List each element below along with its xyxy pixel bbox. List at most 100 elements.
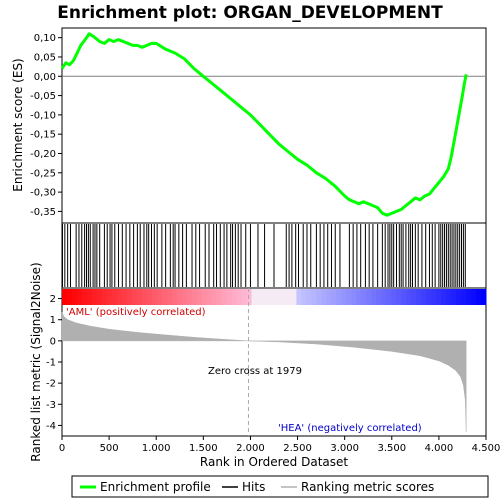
rank-color-strip	[66, 289, 73, 305]
x-tick-label: 1.500	[189, 443, 218, 454]
rank-color-strip	[166, 289, 173, 305]
rank-color-strip	[361, 289, 367, 305]
rank-color-strip	[446, 289, 452, 305]
metric-y-tick-label: 2	[50, 294, 56, 305]
rank-color-strip	[401, 289, 407, 305]
es-y-tick-label: -0,05	[30, 91, 56, 102]
rank-color-strip	[241, 289, 248, 305]
hea-label: 'HEA' (negatively correlated)	[278, 423, 422, 434]
rank-color-strip	[161, 289, 168, 305]
rank-color-strip	[201, 289, 208, 305]
chart-title: Enrichment plot: ORGAN_DEVELOPMENT	[57, 3, 443, 23]
rank-color-strip	[211, 289, 218, 305]
rank-color-strip	[356, 289, 362, 305]
rank-color-strip	[76, 289, 83, 305]
rank-color-strip	[426, 289, 432, 305]
rank-color-strip	[266, 289, 273, 305]
aml-label: 'AML' (positively correlated)	[66, 307, 206, 318]
rank-color-strip	[331, 289, 337, 305]
rank-color-strip	[406, 289, 412, 305]
rank-color-strip	[276, 289, 282, 305]
x-axis-title: Rank in Ordered Dataset	[200, 455, 348, 469]
x-tick-label: 1.000	[142, 443, 171, 454]
es-y-tick-label: 0,10	[34, 33, 56, 44]
metric-y-tick-label: -4	[46, 421, 56, 432]
rank-color-strip	[171, 289, 178, 305]
rank-color-strip	[62, 289, 68, 305]
es-axis-title: Enrichment score (ES)	[11, 58, 25, 191]
es-y-tick-label: 0,05	[34, 52, 56, 63]
rank-color-strip	[216, 289, 223, 305]
rank-color-strip	[71, 289, 78, 305]
metric-y-tick-label: 1	[50, 315, 56, 326]
hits-layer	[61, 224, 487, 305]
rank-color-strip	[126, 289, 133, 305]
es-panel-frame	[61, 27, 487, 224]
rank-color-strip	[181, 289, 188, 305]
es-y-tick-label: -0,30	[30, 188, 56, 199]
rank-color-strip	[481, 289, 487, 305]
metric-axis-title: Ranked list metric (Signal2Noise)	[29, 262, 43, 461]
legend-label-metric: Ranking metric scores	[301, 480, 434, 494]
rank-color-strip	[341, 289, 347, 305]
rank-color-strip	[396, 289, 402, 305]
es-y-tick-label: -0,15	[30, 130, 56, 141]
metric-layer: 2 1 0 -1 -2 -3 -4	[46, 288, 467, 436]
rank-color-strip	[251, 289, 258, 305]
rank-color-strip	[226, 289, 233, 305]
es-layer: 0,10 0,05 0,00 -0,05 -0,10 -0,15 -0,20 -0,25 -0,…	[30, 32, 486, 218]
rank-color-strip	[136, 289, 143, 305]
rank-color-strip	[236, 289, 243, 305]
x-tick-label: 2.500	[283, 443, 312, 454]
es-y-tick-label: -0,35	[30, 207, 56, 218]
legend-label-enrichment: Enrichment profile	[100, 480, 211, 494]
es-y-tick-label: -0,25	[30, 168, 56, 179]
rank-color-strip	[121, 289, 128, 305]
rank-color-strip	[436, 289, 442, 305]
metric-y-tick-label: -3	[46, 400, 56, 411]
es-y-tick-label: -0,20	[30, 149, 56, 160]
rank-color-strip	[306, 289, 312, 305]
es-y-tick-label: -0,10	[30, 110, 56, 121]
x-tick-label: 4.500	[472, 443, 500, 454]
x-tick-label: 3.000	[330, 443, 359, 454]
rank-color-strip	[151, 289, 158, 305]
x-tick-label: 4.000	[425, 443, 454, 454]
legend-box	[71, 475, 489, 498]
rank-color-strip	[261, 289, 268, 305]
rank-color-strip	[116, 289, 123, 305]
x-tick-label: 3.500	[377, 443, 406, 454]
rank-color-strip	[441, 289, 447, 305]
rank-color-strip	[311, 289, 317, 305]
rank-color-strip	[296, 289, 302, 305]
rank-color-strip	[146, 289, 153, 305]
es-y-tick-label: 0,00	[34, 72, 56, 83]
rank-color-strip	[461, 289, 467, 305]
legend-label-hits: Hits	[242, 480, 265, 494]
rank-color-strip	[376, 289, 382, 305]
rank-color-strip	[186, 289, 193, 305]
rank-color-strip	[431, 289, 437, 305]
metric-y-tick-label: -2	[46, 379, 56, 390]
rank-color-strip	[411, 289, 417, 305]
rank-color-strip	[386, 289, 392, 305]
rank-color-strip	[416, 289, 422, 305]
x-tick-label: 2.000	[236, 443, 265, 454]
metric-y-tick-label: -1	[46, 358, 56, 369]
zero-cross-label: Zero cross at 1979	[208, 366, 302, 377]
rank-color-strip	[231, 289, 238, 305]
rank-color-strip	[86, 289, 93, 305]
rank-color-strip	[141, 289, 148, 305]
rank-color-strip	[381, 289, 387, 305]
rank-color-strip	[336, 289, 342, 305]
rank-color-strip	[456, 289, 462, 305]
metric-y-tick-label: 0	[50, 336, 56, 347]
rank-color-strip	[451, 289, 457, 305]
rank-color-strip	[191, 289, 198, 305]
rank-color-strip	[271, 289, 277, 305]
rank-color-strip	[301, 289, 307, 305]
x-tick-label: 0	[59, 443, 65, 454]
rank-color-strip	[221, 289, 228, 305]
rank-color-strip	[256, 289, 263, 305]
